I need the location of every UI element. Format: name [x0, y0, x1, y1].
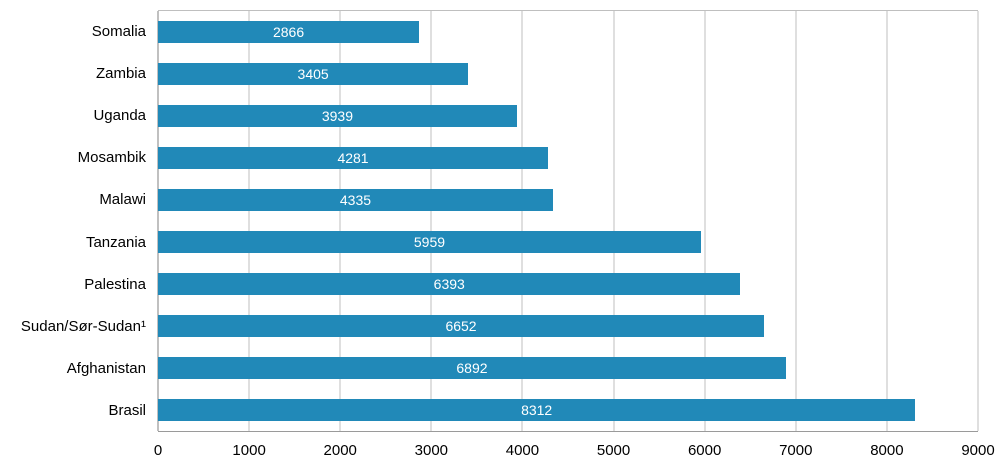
bar-value-label: 6892: [456, 360, 488, 376]
bar-value-label: 3405: [297, 66, 329, 82]
x-tick-label-9000: 9000: [961, 442, 995, 459]
bar: 6892: [158, 357, 786, 379]
bar-row: 3939: [158, 95, 978, 137]
bar: 2866: [158, 21, 420, 43]
category-label: Uganda: [93, 107, 146, 124]
gridline-8000: [886, 11, 888, 431]
bar: 3405: [158, 63, 469, 85]
bar-row: 3405: [158, 53, 978, 95]
bar-rows: 2866 3405 3939 4281 4335 5959 6393 6652 6892 8312: [158, 11, 978, 431]
gridline-2000: [339, 11, 341, 431]
category-label: Brasil: [108, 402, 146, 420]
x-axis-spacer: [0, 432, 158, 472]
x-tick-label-0: 0: [153, 442, 163, 459]
x-axis: 0 1000 2000 3000 4000 5000 6000 7000 8000 9000: [0, 432, 995, 472]
gridline-5000: [613, 11, 615, 431]
y-axis-labels: Somalia Zambia Uganda Mosambik Malawi Tanzani…: [0, 10, 158, 432]
category-label: Malawi: [99, 191, 146, 209]
x-tick-label-1000: 1000: [232, 442, 266, 459]
bar-value-label: 6393: [433, 276, 465, 292]
bar-value-label: 3939: [321, 108, 354, 124]
bar-row: 5959: [158, 221, 978, 263]
category-label: Zambia: [95, 64, 146, 82]
bar-row: 6393: [158, 263, 978, 305]
gridline-4000: [521, 11, 523, 431]
bar-value-label: 8312: [521, 402, 553, 418]
bar: 3939: [158, 105, 517, 127]
bar: 4281: [158, 147, 549, 169]
bar-value-label: 2866: [272, 24, 305, 40]
bar-row: 4281: [158, 137, 978, 179]
bar: 4335: [158, 189, 553, 211]
plot-area: 2866 3405 3939 4281 4335 5959 6393 6652 6892 8312: [157, 10, 979, 432]
gridline-1000: [248, 11, 250, 431]
gridlines: [157, 11, 979, 431]
bar-row: 8312: [158, 389, 978, 431]
x-tick-label-5000: 5000: [596, 442, 631, 459]
bar: 8312: [158, 399, 916, 421]
category-label: Tanzania: [85, 233, 146, 251]
x-tick-label-6000: 6000: [687, 442, 722, 459]
category-label: Afghanistan: [66, 360, 146, 378]
bar: 6652: [158, 315, 765, 337]
x-axis-ticks: 0 1000 2000 3000 4000 5000 6000 7000 8000 9000: [154, 432, 995, 472]
gridline-7000: [795, 11, 797, 431]
category-label: Sudan/Sør-Sudan¹: [20, 318, 146, 336]
bar-row: 4335: [158, 179, 978, 221]
gridline-6000: [704, 11, 706, 431]
bar-value-label: 4281: [337, 150, 369, 166]
bar-value-label: 4335: [339, 192, 372, 208]
gridline-3000: [430, 11, 432, 431]
bar: 6393: [158, 273, 741, 295]
category-label: Mosambik: [77, 149, 146, 167]
category-label: Palestina: [84, 275, 146, 293]
category-label: Somalia: [91, 22, 146, 40]
x-tick-label-4000: 4000: [505, 442, 540, 459]
bar-value-label: 5959: [413, 234, 446, 250]
x-tick-label-3000: 3000: [414, 442, 449, 459]
gridline-0: [157, 11, 159, 431]
bar-row: 2866: [158, 11, 978, 53]
bar-row: 6652: [158, 305, 978, 347]
chart-body: Somalia Zambia Uganda Mosambik Malawi Tanzani…: [0, 10, 979, 432]
bar: 5959: [158, 231, 701, 253]
bar-row: 6892: [158, 347, 978, 389]
bar-value-label: 6652: [445, 318, 477, 334]
x-tick-label-2000: 2000: [323, 442, 357, 459]
x-tick-label-7000: 7000: [779, 442, 813, 459]
gridline-9000: [977, 11, 979, 431]
x-tick-label-8000: 8000: [870, 442, 904, 459]
